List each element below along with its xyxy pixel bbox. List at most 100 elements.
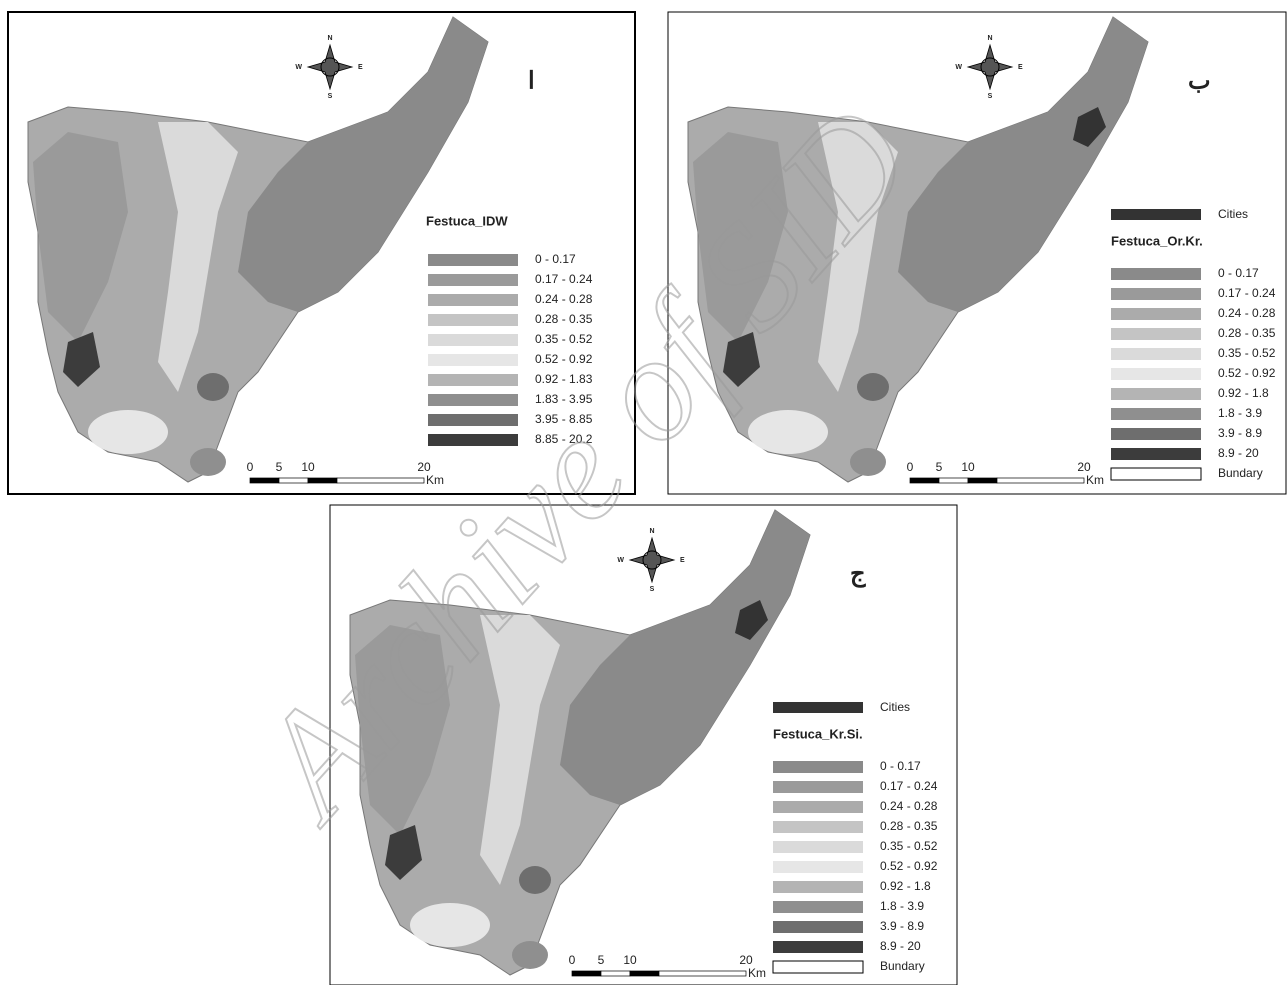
- legend-swatch: [1111, 268, 1201, 280]
- legend-swatch: [1111, 368, 1201, 380]
- legend-swatch: [773, 761, 863, 773]
- legend-swatch: [1111, 328, 1201, 340]
- legend-label: 0 - 0.17: [535, 252, 576, 266]
- compass-label: W: [617, 557, 624, 564]
- scale-segment: [659, 971, 746, 976]
- scale-segment: [337, 478, 424, 483]
- legend-label: Cities: [1218, 207, 1248, 221]
- compass-label: S: [650, 586, 655, 593]
- legend-label: 0 - 0.17: [1218, 266, 1259, 280]
- legend-swatch: [773, 821, 863, 833]
- legend-swatch: [428, 394, 518, 406]
- legend-swatch: [1111, 468, 1201, 480]
- scale-segment: [601, 971, 630, 976]
- scale-segment: [572, 971, 601, 976]
- legend-swatch: [1111, 408, 1201, 420]
- compass-label: E: [1018, 64, 1023, 71]
- legend-label: 0.52 - 0.92: [880, 859, 938, 873]
- legend-swatch: [1111, 348, 1201, 360]
- legend-label: 0.35 - 0.52: [880, 839, 938, 853]
- compass-label: N: [327, 35, 332, 42]
- scale-label: 20: [417, 460, 431, 474]
- legend-swatch: [773, 901, 863, 913]
- legend-label: 0.17 - 0.24: [535, 272, 593, 286]
- legend-swatch: [773, 941, 863, 953]
- legend-label: 8.9 - 20: [880, 939, 921, 953]
- legend-swatch: [773, 781, 863, 793]
- scale-label: 5: [936, 460, 943, 474]
- legend-swatch: [773, 961, 863, 973]
- compass-label: W: [955, 64, 962, 71]
- legend-swatch: [1111, 388, 1201, 400]
- legend-swatch: [773, 702, 863, 713]
- compass-label: N: [987, 35, 992, 42]
- legend-label: 1.8 - 3.9: [880, 899, 924, 913]
- scale-label: 10: [961, 460, 975, 474]
- legend-label: 0.92 - 1.8: [880, 879, 931, 893]
- scale-segment: [630, 971, 659, 976]
- compass-label: S: [988, 93, 993, 100]
- legend-swatch: [773, 801, 863, 813]
- legend-label: 0.28 - 0.35: [535, 312, 593, 326]
- legend-label: Bundary: [1218, 466, 1263, 480]
- panel-letter: ب: [1188, 67, 1211, 94]
- compass-label: E: [358, 64, 363, 71]
- panel-letter: ا: [528, 67, 535, 94]
- legend-label: 0.28 - 0.35: [1218, 326, 1276, 340]
- legend-label: 1.8 - 3.9: [1218, 406, 1262, 420]
- legend-label: Cities: [880, 700, 910, 714]
- scale-label: 20: [1077, 460, 1091, 474]
- scale-segment: [279, 478, 308, 483]
- legend-swatch: [428, 274, 518, 286]
- scale-segment: [997, 478, 1084, 483]
- legend-swatch: [428, 354, 518, 366]
- scale-segment: [968, 478, 997, 483]
- legend-swatch: [773, 861, 863, 873]
- scale-label: 10: [301, 460, 315, 474]
- figure: NSWEاFestuca_IDW0 - 0.170.17 - 0.240.24 …: [0, 0, 1287, 985]
- legend-label: 8.9 - 20: [1218, 446, 1259, 460]
- legend-swatch: [428, 294, 518, 306]
- legend-swatch: [428, 334, 518, 346]
- scale-unit: Km: [426, 473, 444, 487]
- legend-label: 0.24 - 0.28: [535, 292, 593, 306]
- legend-swatch: [1111, 308, 1201, 320]
- legend-label: 0.52 - 0.92: [1218, 366, 1276, 380]
- compass-label: W: [295, 64, 302, 71]
- legend-label: 0.35 - 0.52: [1218, 346, 1276, 360]
- compass-label: S: [328, 93, 333, 100]
- legend-swatch: [428, 314, 518, 326]
- panel-letter: ج: [850, 560, 866, 588]
- legend-label: 0.24 - 0.28: [880, 799, 938, 813]
- scale-unit: Km: [1086, 473, 1104, 487]
- scale-label: 20: [739, 953, 753, 967]
- scale-label: 0: [247, 460, 254, 474]
- legend-label: 0.92 - 1.8: [1218, 386, 1269, 400]
- legend-swatch: [428, 374, 518, 386]
- legend-title: Festuca_Or.Kr.: [1111, 233, 1203, 248]
- scale-label: 0: [907, 460, 914, 474]
- scale-segment: [939, 478, 968, 483]
- legend-swatch: [1111, 209, 1201, 220]
- compass-label: N: [649, 528, 654, 535]
- legend-label: Bundary: [880, 959, 925, 973]
- legend-label: 0.28 - 0.35: [880, 819, 938, 833]
- legend-title: Festuca_Kr.Si.: [773, 726, 863, 741]
- scale-segment: [308, 478, 337, 483]
- legend-label: 3.9 - 8.9: [880, 919, 924, 933]
- legend-swatch: [773, 921, 863, 933]
- scale-segment: [250, 478, 279, 483]
- legend-swatch: [1111, 288, 1201, 300]
- legend-swatch: [1111, 428, 1201, 440]
- legend-label: 0.17 - 0.24: [880, 779, 938, 793]
- scale-label: 5: [598, 953, 605, 967]
- legend-label: 0.24 - 0.28: [1218, 306, 1276, 320]
- scale-label: 5: [276, 460, 283, 474]
- legend-label: 0 - 0.17: [880, 759, 921, 773]
- legend-label: 0.17 - 0.24: [1218, 286, 1276, 300]
- legend-swatch: [428, 254, 518, 266]
- legend-swatch: [773, 841, 863, 853]
- scale-segment: [910, 478, 939, 483]
- scale-unit: Km: [748, 966, 766, 980]
- scale-label: 0: [569, 953, 576, 967]
